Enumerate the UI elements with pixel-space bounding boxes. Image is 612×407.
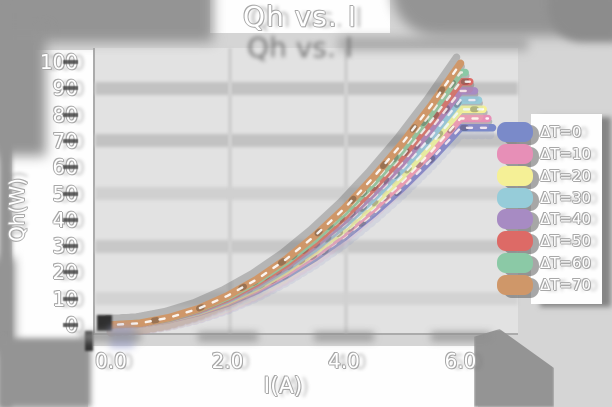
gridline-vertical <box>344 48 348 333</box>
gridline-horizontal <box>95 187 518 200</box>
title-box <box>210 0 390 33</box>
gridline-horizontal <box>95 292 518 306</box>
plot-area <box>93 48 518 335</box>
shadow-blob-bottom-right <box>474 329 554 407</box>
gridline-vertical <box>227 48 232 333</box>
gridline-horizontal <box>95 239 518 253</box>
gridline-horizontal <box>95 81 518 95</box>
gridline-horizontal <box>95 134 518 148</box>
origin-tick-artifact <box>85 331 93 351</box>
shadow-blob-title-band <box>338 37 528 51</box>
title-shadow: Qh vs. I <box>247 31 353 64</box>
x-axis-title: I(A) <box>263 374 303 399</box>
origin-smear-artifact <box>110 326 134 348</box>
x-axis-label-panel <box>88 346 478 407</box>
chart-title: Qh vs. I <box>243 0 357 33</box>
shadow-blob-bottom-left <box>0 338 91 407</box>
shadow-blob-left-edge <box>0 0 12 407</box>
y-axis-title: Qh(W) <box>5 178 29 242</box>
legend-box <box>531 114 602 304</box>
